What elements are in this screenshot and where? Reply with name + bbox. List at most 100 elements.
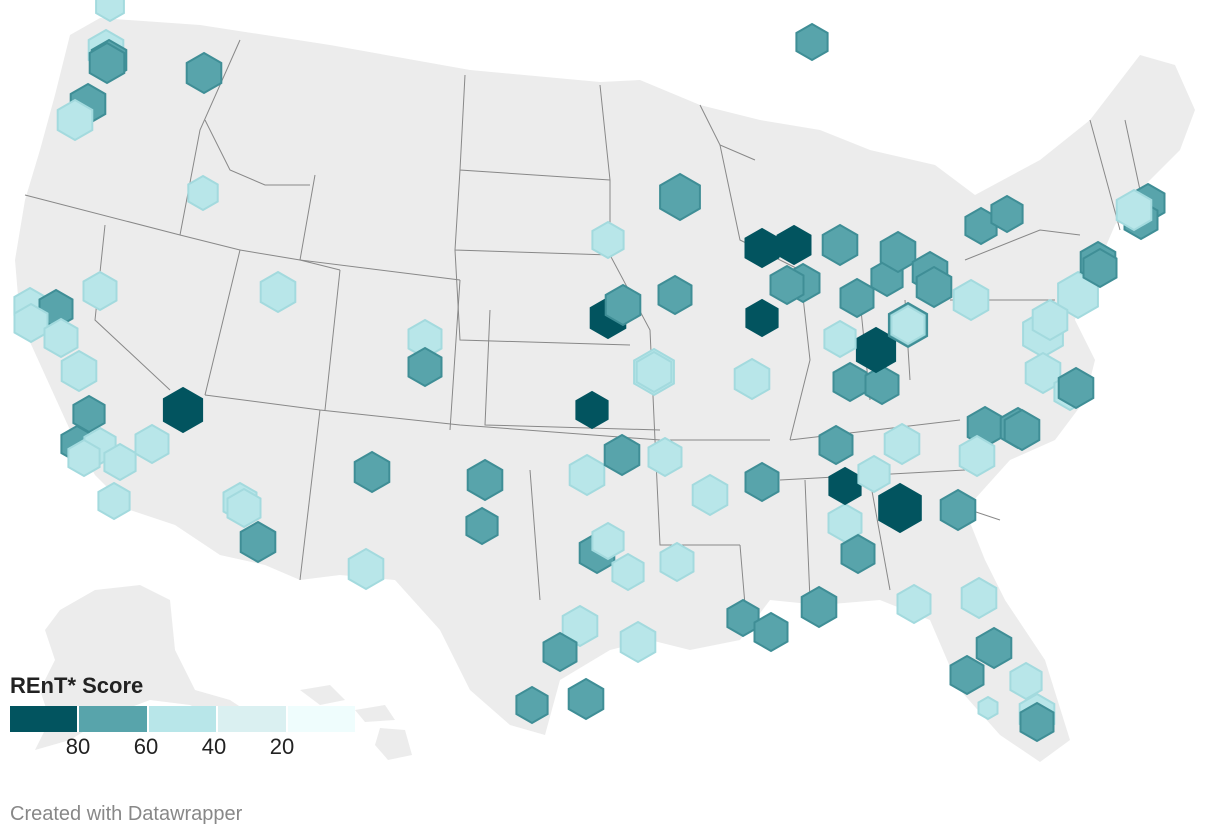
hex-marker-mid[interactable]	[567, 677, 605, 721]
hex-marker-light[interactable]	[635, 350, 673, 394]
hex-marker-dark[interactable]	[575, 390, 609, 430]
state-borders	[24, 39, 1141, 606]
hex-marker-light[interactable]	[259, 270, 297, 314]
hex-marker-light[interactable]	[659, 541, 695, 583]
hex-marker-mid[interactable]	[239, 520, 277, 564]
hex-marker-mid[interactable]	[604, 283, 642, 327]
hex-marker-light[interactable]	[823, 319, 857, 359]
datawrapper-credit: Created with Datawrapper	[10, 803, 243, 825]
hex-marker-mid[interactable]	[795, 22, 829, 62]
hex-marker-light[interactable]	[890, 304, 926, 346]
hex-marker-light[interactable]	[43, 317, 79, 359]
border-line	[789, 419, 961, 441]
hex-marker-dark[interactable]	[162, 386, 204, 434]
hex-marker-light[interactable]	[561, 604, 599, 648]
hex-marker-light[interactable]	[591, 521, 625, 561]
hex-marker-light[interactable]	[82, 270, 118, 312]
hex-marker-light[interactable]	[611, 552, 645, 592]
hex-marker-mid[interactable]	[542, 631, 578, 673]
legend: REnT* Score 80 60 40 20	[10, 672, 356, 760]
hex-marker-light[interactable]	[960, 576, 998, 620]
hex-marker-light[interactable]	[733, 357, 771, 401]
hex-marker-mid[interactable]	[753, 611, 789, 653]
hex-marker-mid[interactable]	[657, 274, 693, 316]
legend-ticks: 80 60 40 20	[10, 732, 355, 760]
hex-marker-light[interactable]	[883, 422, 921, 466]
hex-marker-dark[interactable]	[744, 227, 780, 269]
hex-marker-mid[interactable]	[839, 277, 875, 319]
hex-marker-light[interactable]	[857, 454, 891, 494]
hex-marker-mid[interactable]	[603, 433, 641, 477]
hex-marker-mid[interactable]	[515, 685, 549, 725]
hex-marker-mid[interactable]	[915, 265, 953, 309]
map-canvas	[13, 0, 1195, 762]
hex-marker-mid[interactable]	[1019, 701, 1055, 743]
hex-marker-light[interactable]	[13, 302, 49, 344]
legend-tick-label: 20	[269, 734, 295, 759]
hex-marker-dark[interactable]	[878, 482, 922, 534]
hex-marker-light[interactable]	[977, 695, 999, 721]
hex-marker-mid[interactable]	[864, 364, 900, 406]
hex-marker-dark[interactable]	[828, 466, 862, 506]
legend-title: REnT* Score	[10, 673, 144, 698]
hex-marker-light[interactable]	[1031, 298, 1069, 342]
hex-marker-light[interactable]	[691, 473, 729, 517]
hex-marker-mid[interactable]	[1082, 247, 1118, 289]
hex-marker-light[interactable]	[60, 349, 98, 393]
hex-marker-mid[interactable]	[879, 230, 917, 274]
hex-marker-mid[interactable]	[840, 533, 876, 575]
hex-marker-mid[interactable]	[949, 654, 985, 696]
hex-marker-mid[interactable]	[659, 172, 701, 222]
hex-marker-mid[interactable]	[990, 194, 1024, 234]
hex-marker-mid[interactable]	[88, 41, 126, 85]
legend-color-bar	[10, 706, 356, 732]
hex-marker-light[interactable]	[97, 481, 131, 521]
hex-marker-light[interactable]	[56, 98, 94, 142]
hawaii-land	[300, 685, 412, 760]
border-line	[484, 309, 661, 431]
hex-marker-light[interactable]	[1009, 661, 1043, 701]
hex-marker-mid[interactable]	[821, 223, 859, 267]
hex-marker-mid[interactable]	[1003, 408, 1041, 452]
hex-marker-light[interactable]	[1024, 351, 1062, 395]
hex-marker-mid[interactable]	[407, 346, 443, 388]
hex-marker-light[interactable]	[187, 174, 219, 212]
hex-marker-light[interactable]	[958, 434, 996, 478]
hex-marker-mid[interactable]	[466, 458, 504, 502]
hex-marker-mid[interactable]	[800, 585, 838, 629]
legend-swatch	[218, 706, 288, 732]
hex-marker-light[interactable]	[134, 423, 170, 465]
hex-marker-mid[interactable]	[832, 361, 868, 403]
border-line	[24, 194, 181, 236]
hex-marker-dark[interactable]	[745, 298, 779, 338]
hex-marker-mid[interactable]	[353, 450, 391, 494]
hex-marker-mid[interactable]	[185, 51, 223, 95]
border-line	[964, 229, 1081, 261]
hex-marker-mid[interactable]	[744, 461, 780, 503]
hex-marker-light[interactable]	[103, 442, 137, 482]
hex-marker-mid[interactable]	[939, 488, 977, 532]
hex-marker-mid[interactable]	[726, 598, 760, 638]
border-line	[804, 479, 811, 601]
hex-marker-light[interactable]	[347, 547, 385, 591]
legend-tick-label: 80	[65, 734, 91, 759]
hex-marker-light[interactable]	[1115, 188, 1153, 232]
hex-marker-light[interactable]	[568, 453, 606, 497]
hex-marker-light[interactable]	[952, 278, 990, 322]
hex-marker-light[interactable]	[226, 487, 262, 529]
hex-marker-mid[interactable]	[1057, 366, 1095, 410]
border-line	[299, 174, 461, 281]
hex-marker-dark[interactable]	[776, 224, 812, 266]
hex-marker-mid[interactable]	[975, 626, 1013, 670]
hex-marker-light[interactable]	[647, 436, 683, 478]
hex-marker-mid[interactable]	[465, 506, 499, 546]
hex-marker-light[interactable]	[896, 583, 932, 625]
legend-tick-label: 40	[201, 734, 227, 759]
hex-marker-mid[interactable]	[818, 424, 854, 466]
hex-marker-light[interactable]	[67, 438, 101, 478]
hex-marker-light[interactable]	[95, 0, 125, 23]
hex-marker-light[interactable]	[591, 220, 625, 260]
hex-markers	[13, 0, 1166, 743]
hex-marker-mid[interactable]	[769, 264, 805, 306]
hex-marker-light[interactable]	[619, 620, 657, 664]
